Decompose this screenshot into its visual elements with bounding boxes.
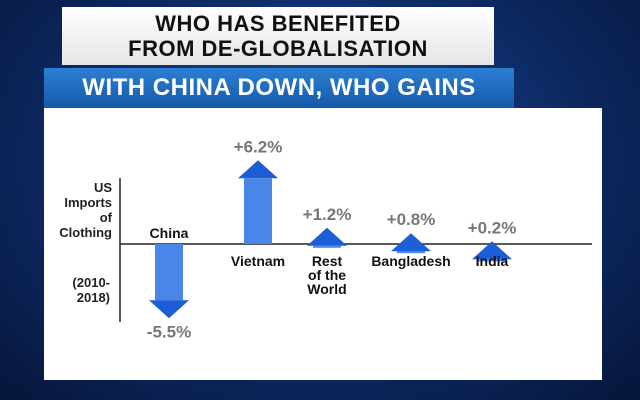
y-axis-period-line: (2010- (72, 275, 110, 290)
bar-body (313, 245, 341, 248)
category-label: Bangladesh (371, 253, 450, 269)
bar-value-label: -5.5% (147, 322, 191, 341)
bar-value-label: +0.2% (468, 218, 517, 237)
subtitle-text: WITH CHINA DOWN, WHO GAINS (82, 74, 476, 101)
category-label: Rest (312, 253, 343, 269)
bar-arrow-head (238, 160, 278, 179)
y-axis-label: US Imports of Clothing (50, 180, 112, 240)
title-box: WHO HAS BENEFITED FROM DE-GLOBALISATION (62, 7, 494, 65)
y-axis-label-line: US (93, 180, 112, 195)
bar-body (244, 178, 272, 244)
bar-value-label: +0.8% (387, 210, 436, 229)
bar-arrow-head (391, 233, 431, 252)
bar-arrow-head (149, 300, 189, 319)
y-axis-period-label: (2010- 2018) (48, 275, 110, 305)
bar-arrow-head (472, 241, 512, 260)
category-label: World (307, 281, 346, 297)
title-line-2: FROM DE-GLOBALISATION (128, 36, 428, 61)
subtitle-bar: WITH CHINA DOWN, WHO GAINS (44, 68, 514, 108)
category-label: of the (308, 267, 346, 283)
bar-arrow-head (307, 227, 347, 246)
bar-body (155, 244, 183, 301)
category-label: China (150, 225, 189, 241)
category-label: India (476, 253, 509, 269)
bar-value-label: +6.2% (234, 137, 283, 156)
title-line-1: WHO HAS BENEFITED (155, 11, 401, 36)
category-label: Vietnam (231, 253, 285, 269)
bar-body (478, 259, 506, 262)
y-axis-label-line: of (99, 210, 112, 225)
y-axis-period-line: 2018) (76, 290, 110, 305)
bar-body (397, 251, 425, 254)
y-axis-label-line: Imports (64, 195, 112, 210)
bar-value-label: +1.2% (303, 205, 352, 224)
y-axis-label-line: Clothing (59, 225, 112, 240)
